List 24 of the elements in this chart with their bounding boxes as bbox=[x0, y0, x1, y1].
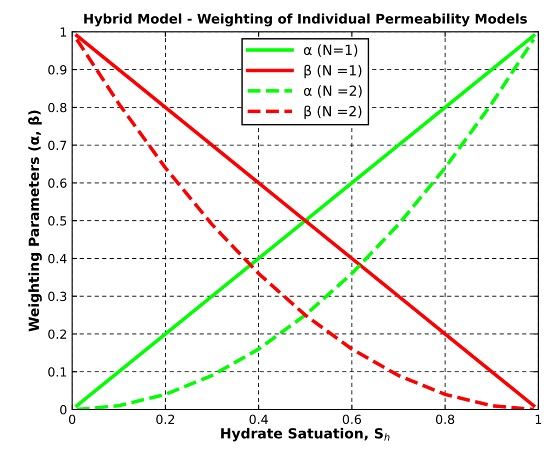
legend-label: β (N =2) bbox=[304, 106, 362, 120]
x-tick-label: 0.4 bbox=[250, 414, 268, 424]
y-tick-label: 0.7 bbox=[48, 140, 66, 150]
x-tick-label: 0.2 bbox=[156, 414, 174, 424]
y-tick-label: 0.4 bbox=[48, 254, 67, 264]
x-tick-label: 0.8 bbox=[436, 414, 454, 424]
y-tick-label: 0.9 bbox=[48, 65, 66, 75]
x-tick-label: 0 bbox=[69, 414, 76, 424]
x-axis-title: Hydrate Satuation, S$_{h}$ bbox=[221, 428, 390, 442]
y-tick-label: 0.3 bbox=[48, 292, 66, 302]
y-tick-label: 1 bbox=[60, 27, 66, 37]
y-tick-label: 0.6 bbox=[48, 178, 66, 188]
y-tick-label: 0.2 bbox=[48, 329, 66, 339]
x-tick-label: 0.6 bbox=[342, 414, 362, 424]
legend-label: β (N =1) bbox=[304, 64, 362, 78]
legend-label: α (N=1) bbox=[304, 44, 358, 57]
chart-title: Hybrid Model - Weighting of Individual Permeability Models bbox=[84, 13, 527, 26]
legend-label: α (N =2) bbox=[304, 85, 362, 98]
x-tick-label: 1 bbox=[536, 414, 542, 424]
y-tick-label: 0.8 bbox=[48, 102, 66, 112]
y-axis-title: Weighting Parameters (α, β) bbox=[28, 110, 42, 332]
y-tick-label: 0.5 bbox=[48, 216, 66, 226]
y-tick-label: 0 bbox=[60, 404, 66, 414]
y-tick-label: 0.1 bbox=[48, 367, 66, 377]
